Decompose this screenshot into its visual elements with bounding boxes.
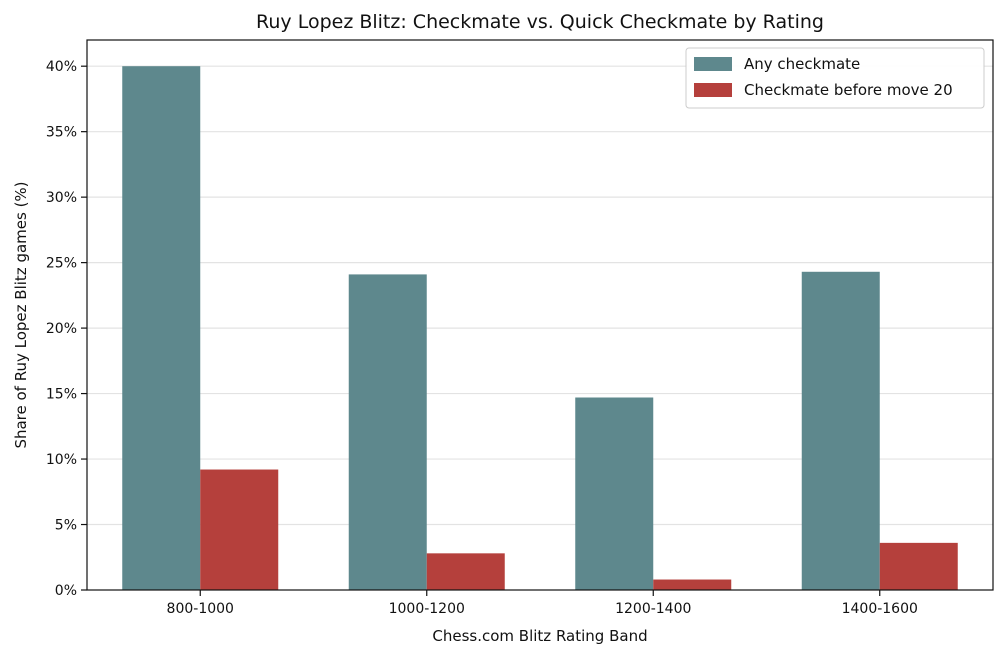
x-tick-label: 1400-1600	[842, 601, 918, 617]
x-tick-label: 1200-1400	[615, 601, 691, 617]
bar	[426, 553, 505, 590]
y-tick-label: 25%	[46, 256, 77, 272]
gridlines	[87, 65, 993, 526]
x-tick-label: 800-1000	[167, 601, 234, 617]
y-axis-label: Share of Ruy Lopez Blitz games (%)	[12, 181, 30, 448]
y-tick-label: 40%	[46, 59, 77, 75]
y-tick-label: 10%	[46, 452, 77, 468]
y-tick-label: 30%	[46, 190, 77, 206]
bar	[653, 579, 732, 590]
bar	[122, 66, 201, 590]
y-tick-label: 0%	[55, 583, 77, 599]
x-axis-ticks: 800-1000 1000-1200 1200-1400 1400-1600	[167, 590, 918, 617]
bar	[200, 469, 279, 590]
bar	[575, 397, 654, 590]
chart-title: Ruy Lopez Blitz: Checkmate vs. Quick Che…	[256, 11, 824, 33]
legend-swatch	[694, 57, 732, 71]
bars	[122, 66, 958, 590]
legend-box	[685, 47, 985, 109]
legend-label: Checkmate before move 20	[744, 81, 953, 99]
bar	[348, 274, 427, 590]
legend-label: Any checkmate	[744, 55, 860, 73]
plot-frame	[86, 39, 994, 591]
bar	[801, 271, 880, 590]
bar	[879, 542, 958, 590]
y-tick-label: 20%	[46, 321, 77, 337]
x-tick-label: 1000-1200	[389, 601, 465, 617]
legend-swatch	[694, 83, 732, 97]
y-axis-ticks: 0% 5% 10% 15% 20% 25% 30% 35% 40%	[46, 59, 87, 599]
y-tick-label: 15%	[46, 387, 77, 403]
x-axis-label: Chess.com Blitz Rating Band	[432, 627, 647, 645]
y-tick-label: 35%	[46, 125, 77, 141]
y-tick-label: 5%	[55, 518, 77, 534]
legend: Any checkmate Checkmate before move 20	[685, 47, 985, 109]
